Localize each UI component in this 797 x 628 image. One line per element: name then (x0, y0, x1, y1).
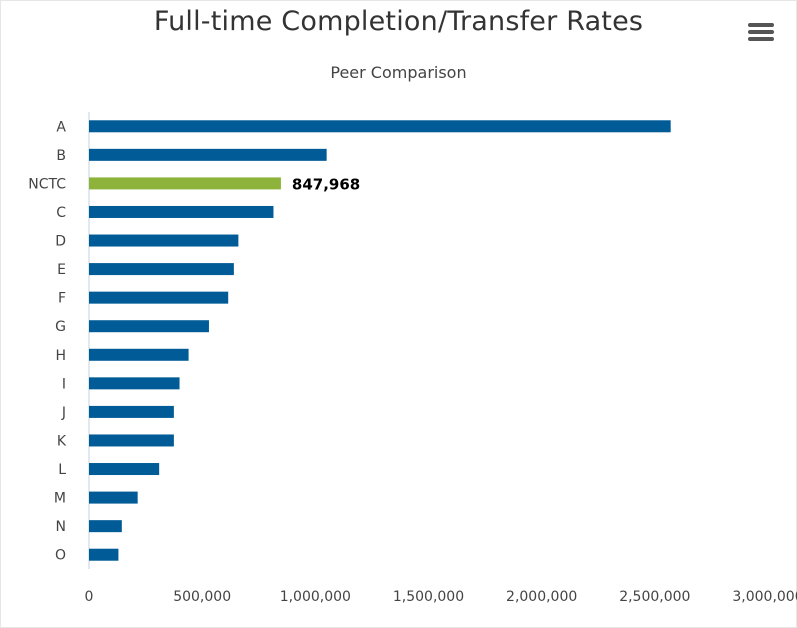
bar-b (89, 148, 327, 161)
category-label-h: H (55, 348, 66, 364)
x-tick-label: 0 (85, 589, 94, 605)
bar-nctc (89, 177, 281, 190)
category-label-a: A (56, 119, 66, 135)
category-label-c: C (56, 205, 66, 221)
category-label-b: B (56, 148, 66, 164)
bar-f (89, 291, 229, 304)
category-label-j: J (61, 405, 66, 421)
bar-d (89, 234, 239, 247)
bar-j (89, 405, 174, 418)
hamburger-menu-icon[interactable] (746, 20, 776, 46)
category-label-g: G (55, 319, 66, 335)
category-label-d: D (55, 234, 66, 250)
bar-k (89, 434, 174, 447)
bar-n (89, 520, 122, 533)
data-label-nctc: 847,968 (292, 175, 360, 193)
bar-i (89, 377, 180, 390)
bar-c (89, 205, 274, 218)
x-tick-label: 2,500,000 (619, 589, 690, 605)
category-label-nctc: NCTC (28, 176, 66, 192)
bar-l (89, 463, 160, 476)
x-tick-label: 1,000,000 (280, 589, 351, 605)
category-label-i: I (62, 376, 66, 392)
bar-a (89, 120, 671, 133)
menu-line (748, 37, 774, 41)
category-label-f: F (58, 291, 66, 307)
chart-subtitle: Peer Comparison (330, 63, 467, 82)
category-label-n: N (56, 519, 66, 535)
menu-line (748, 30, 774, 34)
bar-h (89, 348, 189, 361)
category-label-l: L (58, 462, 66, 478)
bar-e (89, 263, 234, 276)
menu-line (748, 23, 774, 27)
category-label-o: O (55, 548, 66, 564)
category-label-m: M (54, 491, 66, 507)
category-label-e: E (57, 262, 66, 278)
chart-title: Full-time Completion/Transfer Rates (153, 6, 644, 37)
bar-o (89, 548, 119, 561)
bar-g (89, 320, 209, 333)
category-label-k: K (57, 433, 67, 449)
x-tick-label: 1,500,000 (393, 589, 464, 605)
x-tick-label: 500,000 (173, 589, 231, 605)
bar-m (89, 491, 138, 504)
x-tick-label: 3,000,000 (732, 589, 797, 605)
x-tick-label: 2,000,000 (506, 589, 577, 605)
